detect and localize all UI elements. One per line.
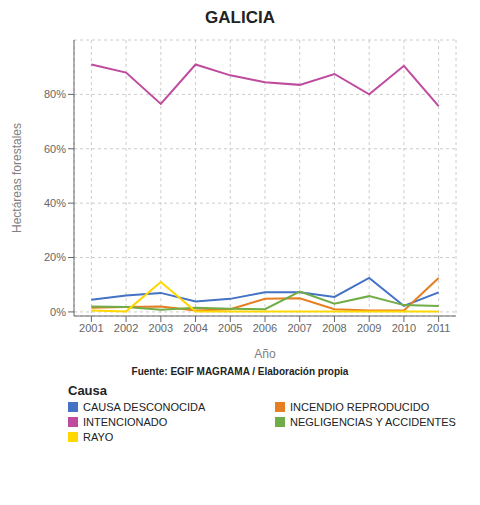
svg-text:2010: 2010 <box>392 322 416 334</box>
html-text:Causa: Causa <box>68 383 107 398</box>
svg-text:2003: 2003 <box>149 322 173 334</box>
svg-text:2011: 2011 <box>427 322 451 334</box>
svg-text:2002: 2002 <box>114 322 138 334</box>
svg-text:40%: 40% <box>44 197 66 209</box>
svg-text:0%: 0% <box>50 306 66 318</box>
html-text:INCENDIO REPRODUCIDO: INCENDIO REPRODUCIDO <box>290 401 430 413</box>
html-text:RAYO: RAYO <box>83 431 114 443</box>
svg-text:80%: 80% <box>44 88 66 100</box>
html-text:Fuente: EGIF MAGRAMA / Elabora: Fuente: EGIF MAGRAMA / Elaboración propi… <box>131 366 349 377</box>
svg-text:60%: 60% <box>44 143 66 155</box>
html-text:NEGLIGENCIAS Y ACCIDENTES: NEGLIGENCIAS Y ACCIDENTES <box>290 416 456 428</box>
svg-text:Año: Año <box>254 347 276 361</box>
svg-text:2007: 2007 <box>287 322 311 334</box>
svg-text:Hectáreas forestales: Hectáreas forestales <box>10 123 24 233</box>
svg-text:2008: 2008 <box>322 322 346 334</box>
html-text:INTENCIONADO: INTENCIONADO <box>83 416 168 428</box>
svg-text:2009: 2009 <box>357 322 381 334</box>
svg-text:20%: 20% <box>44 251 66 263</box>
svg-text:2001: 2001 <box>79 322 103 334</box>
html-text:GALICIA: GALICIA <box>205 8 275 27</box>
svg-text:2006: 2006 <box>253 322 277 334</box>
svg-text:2004: 2004 <box>183 322 207 334</box>
html-text:CAUSA DESCONOCIDA: CAUSA DESCONOCIDA <box>83 401 206 413</box>
svg-text:2005: 2005 <box>218 322 242 334</box>
